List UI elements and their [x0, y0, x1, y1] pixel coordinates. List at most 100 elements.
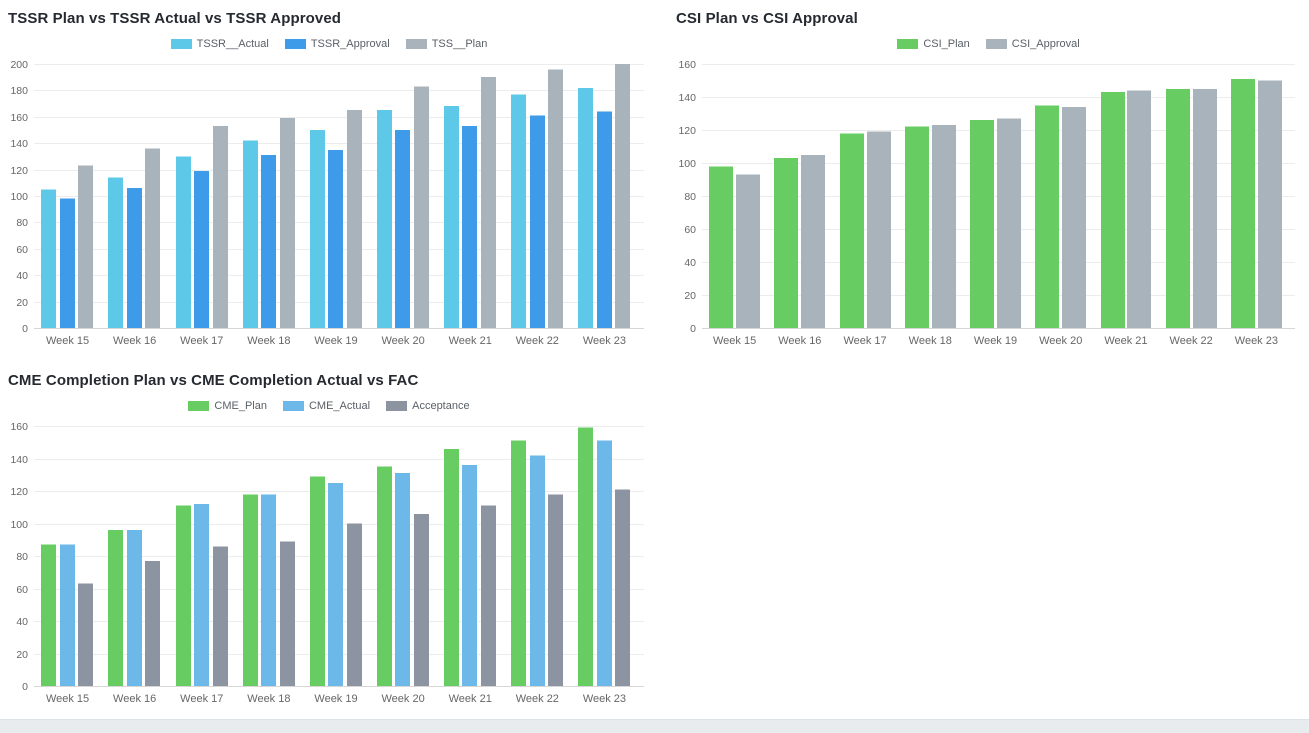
bar-Acceptance-week-18[interactable]: [280, 541, 295, 686]
bar-Acceptance-week-16[interactable]: [145, 560, 160, 686]
bar-CME_Plan-week-23[interactable]: [578, 427, 593, 686]
bar-TSS__Plan-week-17[interactable]: [213, 126, 228, 328]
bar-CSI_Approval-week-16[interactable]: [801, 154, 825, 328]
legend-item-Acceptance[interactable]: Acceptance: [386, 400, 470, 412]
bar-CME_Actual-week-16[interactable]: [127, 530, 142, 686]
bar-CME_Plan-week-18[interactable]: [243, 494, 258, 686]
legend-item-CME_Actual[interactable]: CME_Actual: [282, 400, 371, 412]
legend-item-CME_Plan[interactable]: CME_Plan: [188, 400, 267, 412]
legend-item-CSI_Plan[interactable]: CSI_Plan: [897, 38, 970, 50]
x-tick-label: Week 20: [382, 335, 425, 347]
bar-Acceptance-week-19[interactable]: [347, 523, 362, 687]
x-tick-label: Week 23: [583, 335, 626, 347]
bar-CSI_Plan-week-19[interactable]: [970, 120, 994, 328]
bar-TSSR_Approval-week-22[interactable]: [530, 115, 545, 328]
bar-TSSR__Actual-week-21[interactable]: [444, 106, 459, 328]
bottom-scrollbar-track[interactable]: [0, 719, 1309, 733]
bar-CME_Actual-week-22[interactable]: [530, 455, 545, 686]
bar-CME_Actual-week-23[interactable]: [597, 440, 612, 686]
bar-CSI_Plan-week-16[interactable]: [774, 158, 798, 328]
bar-TSSR__Actual-week-16[interactable]: [108, 177, 123, 328]
bar-TSSR_Approval-week-21[interactable]: [462, 126, 477, 328]
bar-TSSR_Approval-week-20[interactable]: [395, 130, 410, 328]
y-tick-label: 80: [16, 551, 28, 563]
bar-CSI_Approval-week-20[interactable]: [1062, 106, 1086, 329]
y-tick-label: 80: [16, 217, 28, 229]
bar-TSSR__Actual-week-17[interactable]: [176, 156, 191, 328]
bar-Acceptance-week-22[interactable]: [548, 494, 563, 686]
bar-TSSR__Actual-week-23[interactable]: [578, 87, 593, 328]
bar-CME_Plan-week-17[interactable]: [176, 505, 191, 686]
bar-CME_Plan-week-22[interactable]: [511, 440, 526, 686]
x-tick-label: Week 20: [382, 693, 425, 705]
y-tick-label: 160: [678, 59, 696, 71]
bar-CSI_Plan-week-20[interactable]: [1035, 105, 1059, 328]
chart-plot-csi: 0 20 40 60 80 100 120 140 160 Week 15 Week 16 Week …: [670, 58, 1307, 354]
bar-CME_Actual-week-20[interactable]: [395, 473, 410, 686]
bar-TSSR__Actual-week-20[interactable]: [377, 110, 392, 328]
bar-CME_Actual-week-17[interactable]: [194, 504, 209, 686]
bar-TSS__Plan-week-16[interactable]: [145, 148, 160, 328]
legend-label: CME_Actual: [308, 400, 371, 412]
bar-TSS__Plan-week-21[interactable]: [481, 77, 496, 328]
x-tick-label: Week 17: [843, 335, 886, 347]
bar-Acceptance-week-20[interactable]: [414, 513, 429, 686]
bar-CSI_Plan-week-15[interactable]: [709, 166, 733, 328]
bar-CME_Actual-week-18[interactable]: [261, 494, 276, 686]
bar-TSSR_Approval-week-15[interactable]: [60, 198, 75, 328]
bar-CME_Plan-week-21[interactable]: [444, 448, 459, 686]
bar-Acceptance-week-15[interactable]: [78, 583, 93, 686]
bar-Acceptance-week-23[interactable]: [615, 489, 630, 686]
bar-CSI_Approval-week-23[interactable]: [1258, 80, 1282, 329]
bar-TSS__Plan-week-19[interactable]: [347, 110, 362, 328]
bar-CSI_Plan-week-23[interactable]: [1231, 78, 1255, 328]
bar-TSS__Plan-week-18[interactable]: [280, 118, 295, 328]
bar-CME_Actual-week-15[interactable]: [60, 544, 75, 686]
x-tick-label: Week 21: [449, 693, 492, 705]
bar-CME_Plan-week-19[interactable]: [310, 476, 325, 686]
legend-item-TSSR__Actual[interactable]: TSSR__Actual: [170, 38, 269, 50]
bar-TSS__Plan-week-23[interactable]: [615, 64, 630, 328]
x-tick-label: Week 16: [113, 693, 156, 705]
bar-CSI_Plan-week-22[interactable]: [1166, 88, 1190, 328]
bar-TSSR_Approval-week-16[interactable]: [127, 188, 142, 328]
y-tick-label: 140: [10, 454, 28, 466]
bar-CSI_Approval-week-22[interactable]: [1193, 88, 1217, 328]
x-tick-label: Week 19: [974, 335, 1017, 347]
y-tick-label: 140: [678, 92, 696, 104]
bar-TSS__Plan-week-22[interactable]: [548, 69, 563, 328]
legend-item-TSS__Plan[interactable]: TSS__Plan: [405, 38, 487, 50]
bar-TSSR__Actual-week-15[interactable]: [41, 189, 56, 328]
bar-CSI_Plan-week-21[interactable]: [1101, 92, 1125, 328]
bar-CSI_Plan-week-18[interactable]: [905, 126, 929, 328]
bar-CME_Plan-week-15[interactable]: [41, 544, 56, 686]
bar-TSSR__Actual-week-22[interactable]: [511, 94, 526, 328]
bar-CSI_Approval-week-18[interactable]: [932, 125, 956, 328]
bar-CSI_Approval-week-17[interactable]: [867, 131, 891, 328]
bar-TSSR__Actual-week-18[interactable]: [243, 140, 258, 328]
bar-TSSR__Actual-week-19[interactable]: [310, 130, 325, 328]
bar-TSSR_Approval-week-19[interactable]: [328, 149, 343, 328]
bar-CME_Plan-week-16[interactable]: [108, 530, 123, 686]
bar-CME_Plan-week-20[interactable]: [377, 466, 392, 686]
legend-item-CSI_Approval[interactable]: CSI_Approval: [985, 38, 1080, 50]
chart-plot-cme: 0 20 40 60 80 100 120 140 160 Week 15 Week 16 Week …: [2, 420, 656, 712]
bar-CSI_Approval-week-19[interactable]: [997, 118, 1021, 328]
y-tick-label: 160: [10, 112, 28, 124]
bar-CSI_Plan-week-17[interactable]: [840, 133, 864, 328]
bar-CME_Actual-week-21[interactable]: [462, 465, 477, 686]
legend-item-TSSR_Approval[interactable]: TSSR_Approval: [284, 38, 390, 50]
bar-Acceptance-week-21[interactable]: [481, 505, 496, 686]
bar-TSS__Plan-week-15[interactable]: [78, 165, 93, 328]
bar-CME_Actual-week-19[interactable]: [328, 482, 343, 686]
bar-CSI_Approval-week-15[interactable]: [736, 174, 760, 328]
bar-TSSR_Approval-week-17[interactable]: [194, 170, 209, 328]
chart-title-tssr: TSSR Plan vs TSSR Actual vs TSSR Approve…: [8, 10, 342, 27]
bar-TSSR_Approval-week-23[interactable]: [597, 111, 612, 328]
y-tick-label: 40: [684, 257, 696, 269]
bar-TSSR_Approval-week-18[interactable]: [261, 155, 276, 328]
bar-TSS__Plan-week-20[interactable]: [414, 86, 429, 328]
bar-Acceptance-week-17[interactable]: [213, 546, 228, 686]
bar-CSI_Approval-week-21[interactable]: [1127, 90, 1151, 329]
chart-title-cme: CME Completion Plan vs CME Completion Ac…: [8, 372, 419, 389]
